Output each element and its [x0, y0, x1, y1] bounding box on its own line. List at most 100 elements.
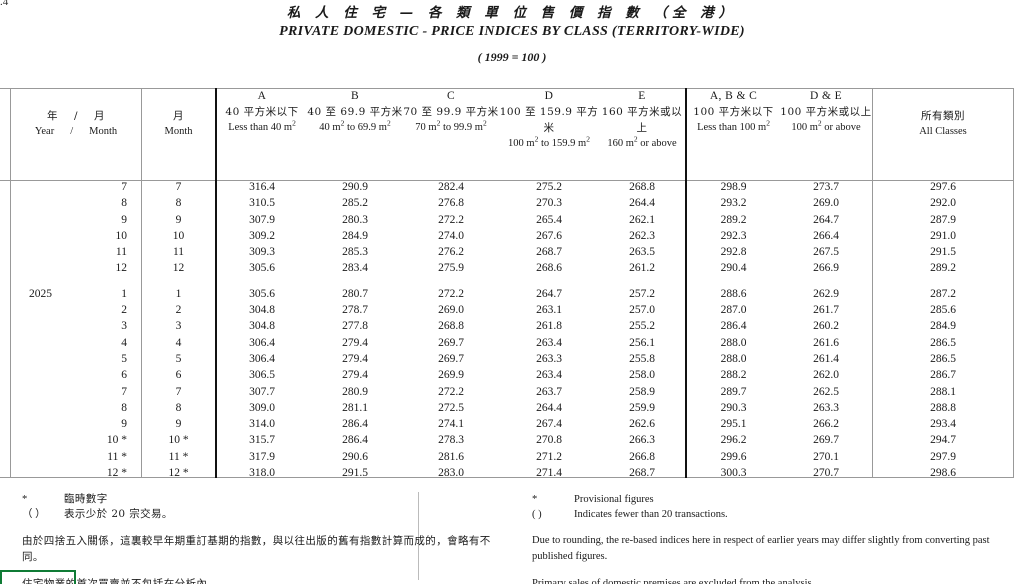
- header-month-col: 月 Month: [142, 88, 215, 180]
- header-class-b-en: 40 m2 to 69.9 m2: [319, 118, 391, 133]
- table-row: 2 2 304.8 278.7 269.0 263.1 257.0 287.0 261.7 285…: [0, 304, 1014, 320]
- row-value-class-b: 280.9: [342, 385, 368, 398]
- footnote-star-mark-zh: *: [22, 494, 28, 505]
- row-value-class-a: 306.4: [249, 352, 275, 365]
- header-month-zh: 月: [94, 110, 106, 122]
- row-value-all-classes: 297.9: [930, 450, 956, 463]
- row-value-class-c: 272.5: [438, 401, 464, 414]
- footnote-paren-mark-en: ( ): [532, 509, 542, 520]
- cell-selection-box[interactable]: [0, 570, 76, 584]
- row-value-class-c: 272.2: [438, 287, 464, 300]
- row-value-class-de: 264.7: [813, 213, 839, 226]
- header-month-en: Month: [89, 126, 118, 137]
- row-value-class-abc: 290.3: [720, 401, 747, 414]
- row-month: 5: [121, 352, 127, 365]
- row-value-class-c: 275.9: [438, 262, 464, 275]
- row-value-class-de: 261.4: [813, 352, 839, 365]
- header-class-abc: A, B & C 100 平方米以下 Less than 100 m2: [687, 88, 780, 180]
- header-slash-zh: /: [73, 110, 79, 122]
- row-value-class-d: 268.7: [536, 246, 562, 259]
- header-year-en: Year: [34, 126, 55, 137]
- table-row: 7 7 307.7 280.9 272.2 263.7 258.9 289.7 262.5 288…: [0, 386, 1014, 402]
- row-value-class-c: 282.4: [438, 181, 464, 193]
- row-value-class-a: 317.9: [249, 450, 275, 463]
- table-row: 6 6 306.5 279.4 269.9 263.4 258.0 288.2 262.0 286…: [0, 369, 1014, 385]
- header-year-month: 年 / 月 Year / Month: [11, 88, 141, 180]
- header-class-d-code: D: [544, 90, 554, 102]
- footnote-paren-text-en: Indicates fewer than 20 transactions.: [574, 509, 728, 520]
- row-value-class-d: 263.1: [536, 304, 562, 317]
- header-class-e-zh: 160 平方米或以上: [601, 106, 683, 134]
- row-value-class-b: 286.4: [342, 434, 368, 447]
- row-value-class-a: 304.8: [249, 320, 275, 333]
- row-value-class-de: 270.1: [813, 450, 839, 463]
- header-class-c-en: 70 m2 to 99.9 m2: [415, 118, 487, 133]
- row-value-class-de: 269.0: [813, 197, 839, 210]
- row-value-all-classes: 287.2: [930, 287, 956, 300]
- row-value-class-e: 262.3: [629, 229, 655, 242]
- row-value-class-d: 264.4: [536, 401, 562, 414]
- row-month: 1: [121, 287, 127, 300]
- header-class-de-zh: 100 平方米或以上: [780, 106, 872, 118]
- row-value-class-e: 262.1: [629, 213, 655, 226]
- header-class-c-code: C: [446, 90, 456, 102]
- row-value-class-e: 262.6: [629, 418, 655, 431]
- row-month: 4: [121, 336, 127, 349]
- row-month-repeat: 6: [175, 369, 182, 382]
- row-value-class-de: 260.2: [813, 320, 839, 333]
- row-month: 8: [121, 401, 127, 414]
- footnote-star-zh: * 臨時數字: [22, 492, 502, 507]
- row-value-class-abc: 292.3: [720, 229, 747, 242]
- table-vline-grouped-start: [685, 88, 687, 478]
- row-month: 7: [121, 385, 127, 398]
- header-class-d-en: 100 m2 to 159.9 m2: [508, 134, 590, 149]
- row-value-class-de: 266.4: [813, 229, 839, 242]
- row-month-repeat: 10 *: [168, 434, 189, 447]
- footnote-para2-zh: 住宅物業的首次買賣並不包括在分析內。: [22, 578, 219, 584]
- notes-divider: [418, 492, 419, 580]
- row-month: 12: [115, 262, 128, 275]
- row-value-class-d: 275.2: [536, 181, 562, 193]
- row-value-class-de: 262.5: [813, 385, 839, 398]
- row-value-class-abc: 299.6: [720, 450, 747, 463]
- row-value-class-de: 269.7: [813, 434, 839, 447]
- row-value-all-classes: 286.7: [930, 369, 956, 382]
- row-value-class-de: 262.0: [813, 369, 839, 382]
- table-border-top: [0, 88, 1014, 89]
- row-value-class-d: 268.6: [536, 262, 562, 275]
- footnotes: * 臨時數字 （ ） 表示少於 20 宗交易。 由於四捨五入關係，這裏較早年期重…: [0, 492, 1024, 584]
- header-all-classes-en: All Classes: [919, 126, 967, 137]
- row-value-class-abc: 290.4: [720, 262, 747, 275]
- row-value-class-d: 271.4: [536, 467, 562, 480]
- footnote-star-text-en: Provisional figures: [574, 494, 654, 505]
- row-value-class-abc: 289.2: [720, 213, 747, 226]
- row-month-repeat: 12 *: [168, 467, 189, 480]
- row-month-repeat: 9: [175, 213, 182, 226]
- row-value-class-a: 309.2: [249, 229, 275, 242]
- table-row: 9 9 307.9 280.3 272.2 265.4 262.1 289.2 264.7 287…: [0, 214, 1014, 230]
- footnote-star-mark-en: *: [532, 494, 538, 505]
- row-value-class-abc: 286.4: [720, 320, 747, 333]
- table-vline-right: [1013, 88, 1014, 478]
- table-row: 11 11 309.3 285.3 276.2 268.7 263.5 292.8 267.5 2…: [0, 246, 1014, 262]
- footnote-para2-en: Primary sales of domestic premises are e…: [532, 578, 815, 584]
- row-value-class-abc: 287.0: [720, 304, 747, 317]
- row-value-all-classes: 297.6: [930, 181, 956, 193]
- header-class-d-zh: 100 至 159.9 平方米: [499, 106, 599, 134]
- row-value-class-d: 263.4: [536, 369, 562, 382]
- price-indices-table: 年 / 月 Year / Month 月 Month A 40 平方米以下 Le…: [0, 88, 1014, 480]
- header-class-a: A 40 平方米以下 Less than 40 m2: [217, 88, 307, 180]
- row-value-class-a: 314.0: [249, 418, 275, 431]
- header-class-b: B 40 至 69.9 平方米 40 m2 to 69.9 m2: [307, 88, 403, 180]
- row-month: 9: [121, 418, 127, 431]
- header-class-de-en: 100 m2 or above: [791, 118, 861, 133]
- row-value-class-abc: 295.1: [720, 418, 747, 431]
- row-month-repeat: 12: [172, 262, 185, 275]
- row-value-class-de: 261.7: [813, 304, 839, 317]
- table-row: 10 * 10 * 315.7 286.4 278.3 270.8 266.3 296.2 26…: [0, 434, 1014, 450]
- row-value-class-abc: 300.3: [720, 467, 747, 480]
- title-block: 私 人 住 宅 — 各 類 單 位 售 價 指 數 （全 港） PRIVATE …: [0, 4, 1024, 67]
- row-value-all-classes: 294.7: [930, 434, 956, 447]
- header-class-de-code: D & E: [809, 90, 843, 102]
- footnotes-chinese: * 臨時數字 （ ） 表示少於 20 宗交易。 由於四捨五入關係，這裏較早年期重…: [22, 492, 502, 584]
